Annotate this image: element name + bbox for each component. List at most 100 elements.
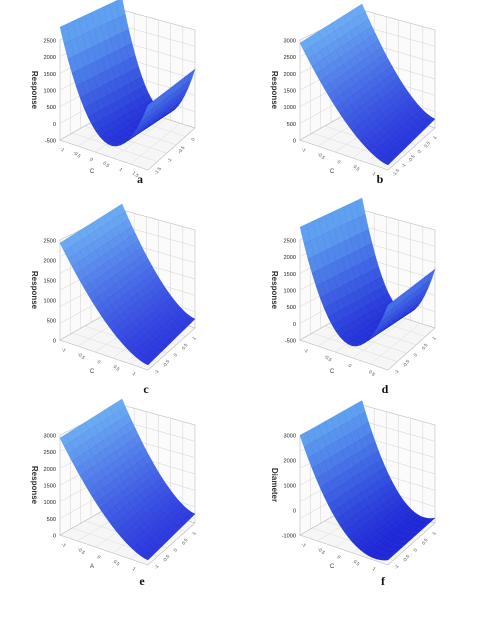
z-tick-label: 500: [47, 517, 56, 523]
z-tick-label: 2000: [284, 459, 296, 465]
surface-cell: [383, 300, 394, 316]
y-tick-label: 1: [431, 335, 437, 340]
x-tick-label: 0.5: [112, 364, 120, 372]
panel-caption-b: b: [377, 172, 384, 186]
z-tick-label: 3000: [284, 39, 296, 45]
z-tick-label: 1500: [284, 89, 296, 95]
x-tick-label: 0: [96, 359, 101, 365]
y-tick-label: 0: [416, 149, 422, 154]
z-tick-label: 1000: [284, 289, 296, 295]
y-tick-label: 0.5: [181, 342, 189, 350]
x-tick-label: 0.5: [102, 160, 110, 168]
z-tick-label: 2500: [44, 239, 56, 245]
z-tick-label: 1500: [284, 272, 296, 278]
z-tick-label: 1500: [44, 484, 56, 490]
x-tick-label: 0: [336, 159, 341, 165]
z-tick-label: 3000: [44, 434, 56, 440]
x-tick-label: 1: [132, 371, 137, 377]
z-axis-label: Diameter: [270, 468, 279, 502]
y-tick-label: -0.5: [402, 553, 411, 563]
panel-caption-a: a: [137, 172, 143, 186]
grid-line: [112, 118, 166, 159]
z-tick-label: 500: [287, 305, 296, 311]
surface-cell: [143, 553, 153, 561]
panel-b: 300025002000150010005000Response-1-0.500…: [270, 3, 438, 178]
z-tick-label: 1000: [44, 299, 56, 305]
x-tick-label: -1: [301, 542, 308, 549]
y-tick-label: -1: [400, 162, 407, 169]
z-tick-label: -500: [285, 339, 296, 345]
surface-cell: [383, 158, 393, 166]
surface-cell: [143, 358, 153, 366]
response-surface: [299, 197, 436, 347]
y-tick-label: 0: [173, 352, 179, 357]
x-tick-label: 1: [372, 171, 377, 177]
panel-caption-d: d: [382, 382, 389, 396]
z-tick-label: 2000: [44, 55, 56, 61]
y-tick-label: 0.5: [421, 342, 429, 350]
x-tick-label: 1: [118, 167, 123, 173]
z-tick-label: -1000: [282, 534, 296, 540]
y-tick-label: 0: [413, 352, 419, 357]
z-tick-label: 0: [53, 122, 56, 128]
x-tick-label: 0: [336, 554, 341, 560]
x-tick-label: -1: [301, 147, 308, 154]
y-tick-label: -1.5: [391, 168, 400, 178]
x-tick-label: -0.5: [77, 546, 87, 555]
y-tick-label: 0.5: [423, 140, 431, 148]
z-tick-label: 2500: [44, 39, 56, 45]
x-tick-label: -0.5: [72, 150, 82, 159]
y-tick-label: -1: [393, 368, 400, 375]
x-tick-label: 1: [132, 566, 137, 572]
y-tick-label: 1: [432, 135, 438, 140]
z-tick-label: 1000: [44, 89, 56, 95]
y-tick-label: 0.5: [181, 537, 189, 545]
z-axis-label: Response: [270, 271, 279, 310]
y-tick-label: -0.5: [407, 154, 416, 164]
y-tick-label: 0: [190, 136, 196, 141]
x-tick-label: -0.5: [317, 151, 327, 160]
z-tick-label: 500: [47, 319, 56, 325]
panel-caption-e: e: [139, 574, 145, 588]
y-tick-label: 0.5: [421, 537, 429, 545]
z-axis-label: Response: [30, 71, 39, 110]
y-tick-label: 1: [191, 530, 197, 535]
surface-cell: [143, 100, 154, 116]
grid-line: [72, 132, 158, 162]
x-tick-label: -0.5: [77, 351, 87, 360]
z-tick-label: 1500: [44, 72, 56, 78]
response-surface: [299, 400, 436, 561]
panel-e: 300025002000150010005000Response-1-0.500…: [30, 398, 197, 572]
y-tick-label: -0.5: [402, 358, 411, 368]
surface-cell: [383, 555, 394, 561]
z-axis-label: Response: [30, 271, 39, 310]
z-tick-label: -500: [45, 139, 56, 145]
z-tick-label: 2000: [44, 259, 56, 265]
x-tick-label: -1: [61, 347, 68, 354]
x-tick-label: 0.5: [352, 164, 360, 172]
panel-caption-c: c: [143, 382, 149, 396]
y-tick-label: 0: [173, 547, 179, 552]
z-tick-label: 0: [293, 322, 296, 328]
z-tick-label: 1500: [44, 279, 56, 285]
y-tick-label: -1: [153, 563, 160, 570]
x-tick-label: 0: [89, 157, 94, 163]
response-surface: [59, 203, 196, 366]
x-tick-label: 0.5: [112, 559, 120, 567]
y-tick-label: 1: [431, 530, 437, 535]
z-tick-label: 500: [287, 122, 296, 128]
z-tick-label: 1000: [284, 484, 296, 490]
y-tick-label: -1: [393, 563, 400, 570]
z-tick-label: 3000: [284, 434, 296, 440]
panel-d: 25002000150010005000-500Response-1-0.500…: [270, 197, 437, 377]
response-surface: [59, 398, 196, 561]
z-axis-label: Response: [270, 71, 279, 110]
y-tick-label: -1: [153, 368, 160, 375]
x-axis-label: C: [330, 169, 335, 175]
x-axis-label: C: [330, 564, 335, 570]
x-axis-label: C: [330, 369, 335, 375]
z-axis-label: Response: [30, 466, 39, 505]
z-tick-label: 2500: [284, 239, 296, 245]
